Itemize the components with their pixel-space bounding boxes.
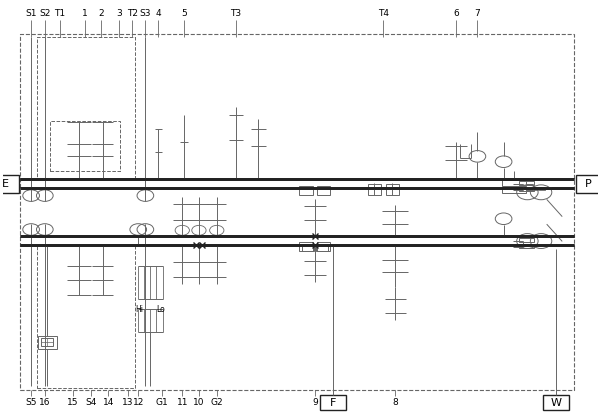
Bar bbox=[317, 242, 331, 251]
Text: T2: T2 bbox=[127, 9, 138, 18]
Bar bbox=[503, 187, 526, 193]
Text: W: W bbox=[550, 398, 561, 408]
Bar bbox=[302, 243, 314, 251]
Text: 10: 10 bbox=[193, 398, 205, 407]
Text: S2: S2 bbox=[39, 9, 50, 18]
Bar bbox=[300, 242, 313, 251]
Text: T3: T3 bbox=[230, 9, 241, 18]
Bar bbox=[576, 175, 599, 193]
Bar bbox=[41, 338, 53, 347]
Text: E: E bbox=[2, 178, 9, 188]
Bar bbox=[20, 35, 574, 390]
Text: 3: 3 bbox=[116, 9, 122, 18]
Bar bbox=[386, 184, 399, 195]
Text: S5: S5 bbox=[25, 398, 37, 407]
Bar bbox=[316, 243, 328, 251]
Bar bbox=[0, 175, 19, 193]
Text: 7: 7 bbox=[474, 9, 480, 18]
Bar bbox=[37, 245, 135, 388]
Bar bbox=[519, 244, 534, 248]
Bar bbox=[50, 121, 120, 171]
Bar bbox=[37, 37, 135, 179]
Text: 14: 14 bbox=[103, 398, 114, 407]
Text: Hi: Hi bbox=[135, 305, 143, 314]
Bar bbox=[519, 238, 534, 242]
Bar bbox=[519, 187, 534, 191]
Bar bbox=[543, 395, 569, 411]
Text: 6: 6 bbox=[453, 9, 459, 18]
Text: T1: T1 bbox=[54, 9, 65, 18]
Text: 15: 15 bbox=[67, 398, 78, 407]
Text: S3: S3 bbox=[140, 9, 151, 18]
Text: 12: 12 bbox=[132, 398, 144, 407]
Text: 16: 16 bbox=[39, 398, 50, 407]
Text: S4: S4 bbox=[85, 398, 96, 407]
Text: 11: 11 bbox=[177, 398, 188, 407]
Bar bbox=[317, 186, 331, 195]
Text: Lo: Lo bbox=[156, 305, 165, 314]
Text: P: P bbox=[585, 178, 592, 188]
Text: G2: G2 bbox=[210, 398, 223, 407]
Text: 8: 8 bbox=[392, 398, 398, 407]
Text: 9: 9 bbox=[312, 398, 318, 407]
Bar bbox=[503, 180, 526, 186]
Bar bbox=[320, 395, 346, 411]
Text: 13: 13 bbox=[122, 398, 133, 407]
Text: 1: 1 bbox=[82, 9, 87, 18]
Bar bbox=[38, 336, 57, 349]
Text: T4: T4 bbox=[378, 9, 389, 18]
Text: S1: S1 bbox=[25, 9, 37, 18]
Text: F: F bbox=[329, 398, 336, 408]
Text: 2: 2 bbox=[98, 9, 104, 18]
Text: G1: G1 bbox=[156, 398, 168, 407]
Bar bbox=[300, 186, 313, 195]
Text: 4: 4 bbox=[156, 9, 161, 18]
Bar bbox=[519, 181, 534, 185]
Bar bbox=[368, 184, 381, 195]
Text: 5: 5 bbox=[181, 9, 187, 18]
